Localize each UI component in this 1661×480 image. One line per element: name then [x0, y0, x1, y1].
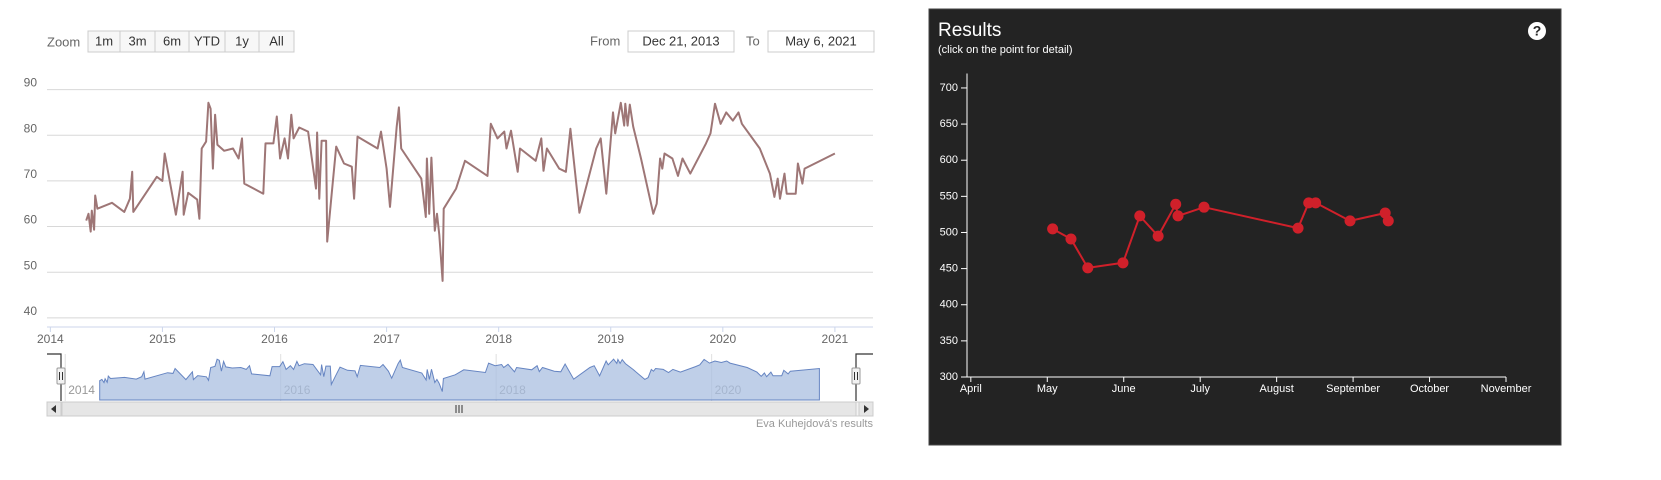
data-point[interactable] [1344, 215, 1356, 227]
zoom-button-label[interactable]: All [269, 33, 284, 48]
range-to-label: To [746, 33, 760, 48]
zoom-button-label[interactable]: YTD [194, 33, 220, 48]
navigator-tick-label: 2014 [68, 383, 95, 397]
y-tick-label: 300 [940, 371, 958, 383]
y-tick-label: 350 [940, 335, 958, 347]
data-point[interactable] [1310, 197, 1322, 209]
navigator-area [99, 358, 820, 401]
y-tick-label: 550 [940, 190, 958, 202]
zoom-button-label[interactable]: 3m [128, 33, 146, 48]
data-point[interactable] [1065, 233, 1077, 245]
zoom-button-label[interactable]: 1m [95, 33, 113, 48]
x-tick-label: 2015 [149, 332, 176, 346]
data-point[interactable] [1082, 262, 1094, 274]
data-point[interactable] [1292, 222, 1304, 234]
y-tick-label: 450 [940, 263, 958, 275]
data-point[interactable] [1382, 215, 1394, 227]
navigator-handle[interactable] [56, 367, 66, 385]
scrollbar-grip [455, 405, 463, 413]
y-tick-label: 500 [940, 226, 958, 238]
x-tick-label: August [1260, 383, 1294, 395]
scrollbar-left-arrow [51, 405, 56, 413]
data-point[interactable] [1134, 210, 1146, 222]
zoom-button-label[interactable]: 6m [163, 33, 181, 48]
data-point[interactable] [1117, 257, 1129, 269]
data-point[interactable] [1047, 223, 1059, 235]
x-tick-label: 2017 [373, 332, 400, 346]
y-tick-label: 600 [940, 154, 958, 166]
navigator-handle-grip [854, 372, 858, 380]
data-point[interactable] [1172, 210, 1184, 222]
x-tick-label: June [1112, 383, 1136, 395]
y-tick-label: 400 [940, 299, 958, 311]
scrollbar-right-arrow [864, 405, 869, 413]
chart-subtitle: (click on the point for detail) [938, 44, 1073, 56]
x-tick-label: 2016 [261, 332, 288, 346]
range-from-label: From [590, 33, 620, 48]
navigator-outline [47, 353, 873, 401]
x-tick-label: 2018 [485, 332, 512, 346]
x-tick-label: 2014 [37, 332, 64, 346]
credits: Eva Kuhejdová's results [756, 418, 874, 430]
y-tick-label: 40 [24, 304, 38, 318]
range-to-value[interactable]: May 6, 2021 [785, 33, 857, 48]
x-tick-label: October [1410, 383, 1449, 395]
help-icon[interactable] [1528, 22, 1546, 40]
range-to-input[interactable] [767, 30, 875, 53]
y-tick-label: 700 [940, 82, 958, 94]
data-point[interactable] [1198, 201, 1210, 213]
help-icon-label[interactable]: ? [1533, 23, 1542, 39]
range-from-value[interactable]: Dec 21, 2013 [642, 33, 719, 48]
chart-title: Results [938, 20, 1001, 41]
x-tick-label: May [1037, 383, 1058, 395]
y-tick-label: 80 [24, 121, 38, 135]
results-panel [928, 8, 1562, 446]
data-point[interactable] [1170, 198, 1182, 210]
x-tick-label: November [1481, 383, 1532, 395]
data-point[interactable] [1152, 230, 1164, 242]
y-tick-label: 70 [24, 167, 38, 181]
x-tick-label: April [960, 383, 982, 395]
x-tick-label: 2020 [709, 332, 736, 346]
navigator-handle-grip [59, 372, 63, 380]
series-line [85, 101, 836, 282]
zoom-button[interactable] [258, 30, 295, 53]
x-tick-label: 2021 [822, 332, 849, 346]
y-tick-label: 60 [24, 213, 38, 227]
y-tick-label: 90 [24, 76, 38, 90]
x-tick-label: July [1190, 383, 1210, 395]
y-tick-label: 50 [24, 258, 38, 272]
zoom-label: Zoom [47, 34, 80, 49]
navigator-handle[interactable] [851, 367, 861, 385]
x-tick-label: September [1326, 383, 1380, 395]
x-tick-label: 2019 [597, 332, 624, 346]
y-tick-label: 650 [940, 118, 958, 130]
zoom-button-label[interactable]: 1y [235, 33, 249, 48]
range-from-input[interactable] [627, 30, 735, 53]
